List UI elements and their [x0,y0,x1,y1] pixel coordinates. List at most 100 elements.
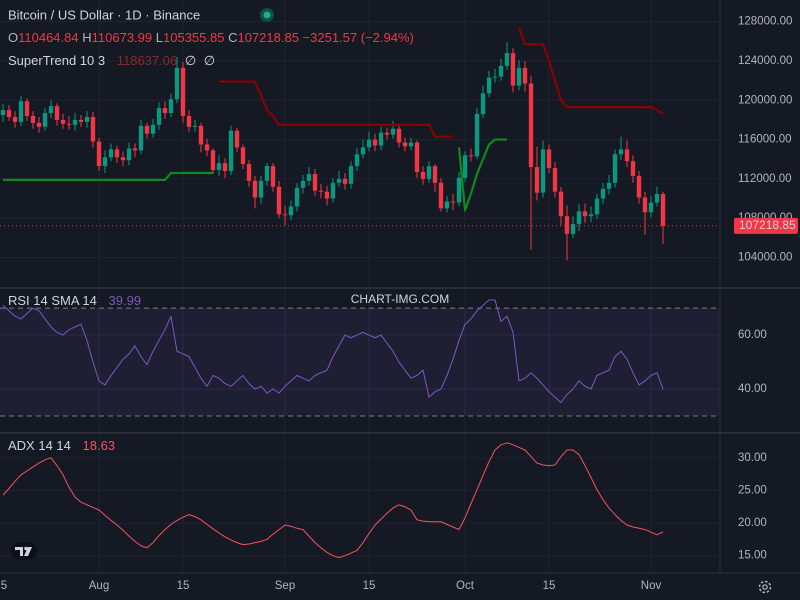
candle-body [264,166,270,181]
candle-body [522,67,528,84]
x-tick-label: Oct [456,580,475,592]
candle-body [102,157,108,167]
logo [11,542,37,560]
change-label: −3251.57 (−2.94%) [303,30,414,45]
x-tick-label: 15 [363,580,376,592]
indicator-value: 118637.06 [117,53,178,68]
candle-body [306,173,312,181]
logo-mark [15,547,32,556]
candle-body [48,106,54,114]
candle-body [516,67,522,86]
candle-body [420,172,426,179]
candle-body [42,113,48,127]
indicator-title: ADX 14 14 [8,438,71,453]
candle-body [126,148,132,161]
candle-body [30,115,36,123]
ohlc-value: 110673.99 [92,30,153,45]
x-tick-label: Aug [89,580,109,592]
candle-body [528,83,534,168]
candle-body [534,167,540,193]
candle-body [210,150,216,171]
indicator-legend: SuperTrend 10 3 118637.06 ∅ ∅ [8,53,215,68]
candle-body [168,99,174,114]
candle-body [132,148,138,151]
ohlc-legend: O110464.84 H110673.99 L105355.85 C107218… [8,30,414,45]
candle-body [468,155,474,157]
ohlc-value: 105355.85 [163,30,224,45]
candle-body [582,211,588,217]
candle-body [540,149,546,193]
candle-body [150,124,156,134]
candle-body [0,110,6,115]
candle-body [606,182,612,189]
gear-inner[interactable] [762,584,768,590]
candle-body [114,149,120,158]
candle-body [600,188,606,199]
candle-body [654,193,660,203]
y-tick-label: 15.00 [738,550,767,562]
candle-body [96,141,102,167]
candle-body [552,168,558,192]
candle-body [480,93,486,115]
y-tick-label: 40.00 [738,383,767,395]
candle-body [384,132,390,135]
x-tick-label: 15 [543,580,556,592]
ohlc-letter: C [228,30,237,45]
indicator-legend: ADX 14 14 18.63 [8,438,115,453]
candle-body [54,106,60,120]
y-tick-label: 60.00 [738,329,767,341]
y-tick-label: 112000.00 [738,173,792,185]
candle-body [450,201,456,203]
candle-body [594,198,600,215]
settings-button[interactable] [758,580,772,594]
candle-body [636,175,642,198]
candle-body [288,206,294,216]
indicator-title: SuperTrend 10 3 [8,53,105,68]
candle-body [408,142,414,147]
candle-body [330,182,336,199]
candle-body [396,128,402,143]
candle-body [162,108,168,114]
supertrend-down-line [219,27,664,138]
candle-body [144,125,150,134]
candle-body [402,142,408,147]
rsi-line [2,299,664,403]
ohlc-letter: O [8,30,18,45]
candle-body [354,154,360,167]
candle-body [570,224,576,234]
logo-bg [11,542,37,560]
indicator-flag: ∅ [204,53,215,68]
candle-body [84,116,90,122]
candle-body [174,67,180,100]
adx-line [2,442,664,559]
y-tick-label: 128000.00 [738,16,792,28]
candle-body [366,139,372,148]
candle-body [318,190,324,192]
indicator-title: RSI 14 SMA 14 [8,293,97,308]
candle-body [78,119,84,122]
candle-body [138,125,144,151]
candle-body [312,173,318,191]
candle-body [660,193,666,226]
candle-body [432,166,438,183]
candle-body [510,53,516,86]
candle-body [504,53,510,66]
candle-body [378,132,384,146]
candle-body [234,130,240,148]
candle-body [18,101,24,122]
candle-body [642,197,648,213]
candle-body [276,186,282,215]
candle-body [282,214,288,216]
x-tick-label: 5 [1,580,7,592]
gear-outer[interactable] [758,580,772,594]
candle-body [360,147,366,155]
candle-body [348,166,354,184]
candle-body [486,77,492,94]
y-tick-label: 104000.00 [738,252,792,264]
ohlc-value: 110464.84 [18,30,79,45]
candle-body [546,149,552,169]
candle-body [270,166,276,187]
candle-body [426,166,432,179]
